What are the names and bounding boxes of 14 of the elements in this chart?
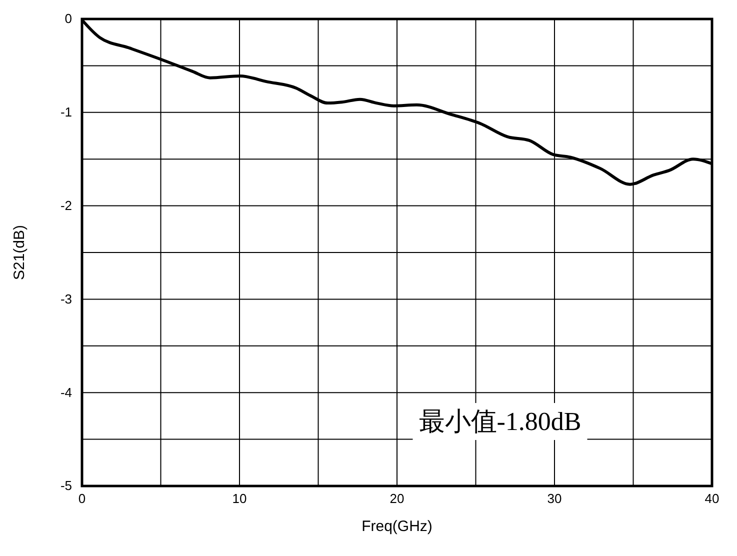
y-tick-label: -1 (60, 104, 72, 120)
y-tick-label: -3 (60, 291, 72, 306)
x-tick-label: 30 (547, 491, 562, 506)
x-tick-label: 20 (390, 491, 404, 506)
y-tick-label: 0 (64, 11, 72, 26)
x-tick-label: 40 (704, 491, 720, 506)
y-tick-label: -4 (60, 384, 72, 400)
y-tick-label: -5 (60, 478, 72, 494)
x-axis-title: Freq(GHz) (362, 518, 432, 535)
y-tick-label: -2 (60, 198, 72, 213)
annotation: 最小值-1.80dB (418, 407, 582, 436)
x-tick-label: 10 (232, 491, 247, 506)
x-tick-label: 0 (78, 491, 86, 506)
y-axis-title: S21(dB) (11, 224, 28, 280)
